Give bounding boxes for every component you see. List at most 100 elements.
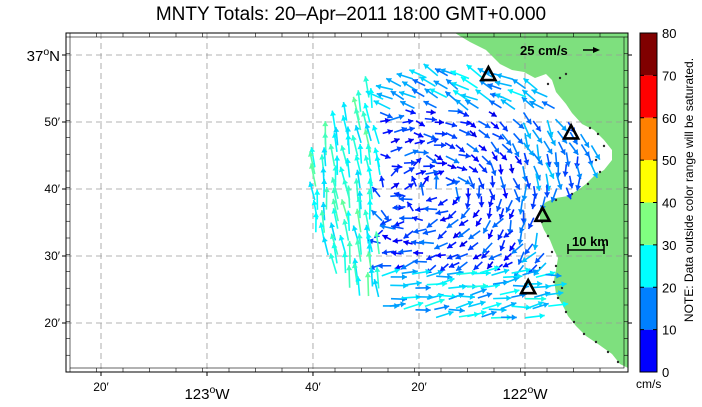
vector-head	[518, 123, 524, 129]
current-vector	[452, 231, 461, 239]
vector-head	[472, 156, 479, 162]
current-vector	[425, 196, 438, 203]
current-vector	[445, 78, 459, 91]
current-vector	[534, 252, 545, 264]
vector-head	[412, 258, 418, 265]
vector-head	[353, 178, 360, 184]
current-vector	[356, 196, 363, 219]
current-vector	[525, 301, 544, 310]
current-vector	[403, 280, 422, 287]
vector-head	[450, 163, 457, 170]
current-vector	[554, 118, 568, 132]
vector-head	[396, 72, 403, 79]
current-vector	[390, 138, 400, 144]
vector-head	[319, 210, 326, 216]
vector-head	[393, 182, 400, 189]
current-vector	[424, 88, 439, 99]
vector-head	[490, 111, 497, 117]
current-vector	[439, 216, 450, 222]
current-vector	[423, 100, 437, 109]
current-vector	[491, 268, 510, 277]
current-vector	[380, 153, 391, 160]
vector-head	[329, 253, 335, 260]
vector-head	[568, 182, 575, 189]
current-vector	[456, 293, 475, 300]
vector-head	[319, 154, 326, 160]
current-vector	[466, 142, 480, 153]
current-vector	[550, 188, 558, 203]
vector-head	[451, 81, 458, 88]
vector-head	[458, 232, 464, 238]
vector-head	[440, 216, 446, 222]
current-vector	[390, 182, 400, 190]
vector-head	[497, 169, 504, 175]
current-vector	[468, 300, 486, 308]
current-vector	[545, 290, 564, 297]
vector-head	[530, 203, 537, 210]
vector-head	[459, 220, 466, 226]
current-vector	[446, 241, 457, 249]
current-vector	[499, 176, 507, 191]
vector-head	[557, 290, 564, 297]
current-vector	[467, 120, 477, 129]
vector-head	[469, 293, 475, 300]
vector-head	[411, 176, 417, 182]
vector-head	[511, 248, 518, 254]
vector-head	[448, 262, 455, 268]
current-vector	[508, 164, 515, 174]
vector-head	[453, 232, 460, 239]
vector-head	[473, 264, 480, 270]
vector-head	[485, 270, 491, 277]
vector-head	[376, 92, 383, 99]
coast-speck	[596, 132, 600, 136]
vector-head	[401, 273, 407, 280]
current-vector	[487, 196, 494, 208]
vector-head	[543, 302, 549, 308]
vector-head	[338, 166, 345, 173]
current-vector	[328, 143, 336, 167]
current-vector	[533, 262, 547, 277]
current-vector	[332, 165, 339, 187]
scale-indicators: 25 cm/s 10 km	[520, 43, 609, 254]
current-vector	[411, 268, 431, 275]
vector-head	[502, 262, 509, 268]
vector-head	[490, 169, 497, 176]
vector-head	[556, 183, 563, 190]
current-vector	[531, 186, 538, 199]
vector-head	[518, 209, 525, 215]
vector-head	[481, 167, 488, 173]
vector-head	[487, 201, 494, 208]
vector-head	[516, 158, 522, 165]
vector-head	[422, 229, 429, 236]
vector-head	[458, 146, 465, 153]
vector-head	[452, 199, 459, 205]
vector-head	[480, 145, 487, 151]
current-vector	[344, 158, 351, 178]
current-vector	[457, 176, 471, 185]
current-vector	[390, 296, 408, 303]
current-vector	[467, 283, 489, 290]
vector-head	[487, 263, 493, 269]
coast-speck	[616, 360, 620, 364]
colorbar-segment	[640, 329, 657, 372]
current-vector	[436, 274, 453, 280]
vector-head	[411, 89, 418, 95]
coast-speck	[594, 158, 598, 162]
current-vector	[513, 189, 521, 203]
current-vector	[464, 197, 471, 209]
vector-head	[413, 249, 419, 256]
vector-head	[340, 145, 346, 151]
vector-head	[480, 310, 487, 316]
colorbar-segment	[640, 244, 657, 288]
current-vector	[415, 120, 426, 127]
vector-head	[468, 244, 474, 251]
vector-head	[394, 264, 401, 270]
current-vector	[413, 249, 424, 256]
current-vector	[490, 121, 500, 130]
current-vector	[423, 163, 435, 170]
current-vector	[487, 83, 502, 90]
current-vector	[445, 155, 460, 164]
current-vector	[415, 307, 431, 314]
vector-head	[500, 99, 507, 105]
